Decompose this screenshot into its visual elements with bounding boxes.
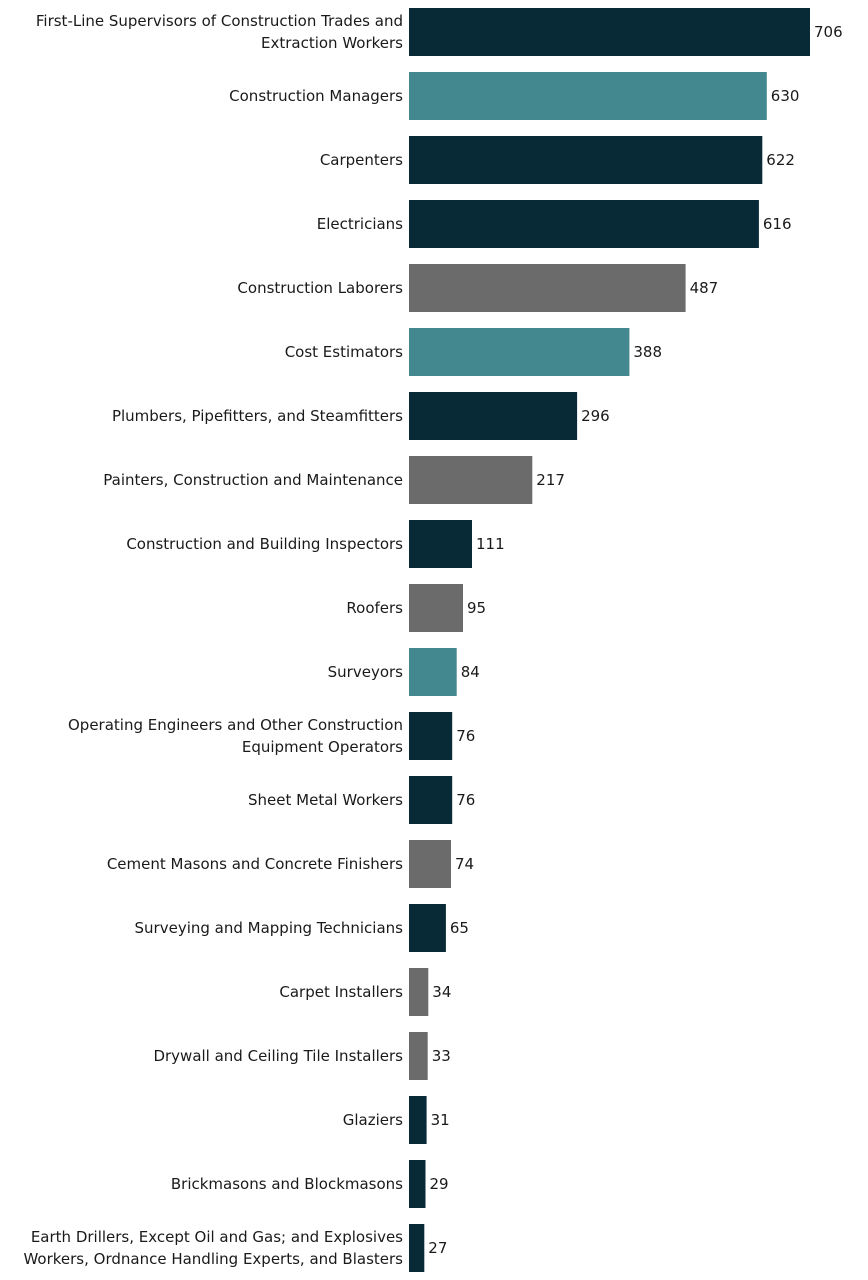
value-label: 29 xyxy=(430,1175,449,1193)
bar xyxy=(409,648,457,696)
bar xyxy=(409,904,446,952)
bar xyxy=(409,840,451,888)
category-label: Carpet Installers xyxy=(279,983,403,1001)
bar xyxy=(409,456,533,504)
category-label: Drywall and Ceiling Tile Installers xyxy=(153,1047,403,1065)
category-label: Glaziers xyxy=(343,1111,403,1129)
value-label: 217 xyxy=(536,471,565,489)
bar xyxy=(409,1160,426,1208)
value-label: 65 xyxy=(450,919,469,937)
value-label: 76 xyxy=(456,791,475,809)
bar xyxy=(409,264,686,312)
value-label: 34 xyxy=(432,983,451,1001)
bar xyxy=(409,8,810,56)
bar xyxy=(409,200,759,248)
value-label: 27 xyxy=(428,1239,447,1257)
category-labels: First-Line Supervisors of Construction T… xyxy=(23,12,403,1268)
value-label: 111 xyxy=(476,535,505,553)
category-label: Extraction Workers xyxy=(261,34,403,52)
bar xyxy=(409,776,453,824)
bar xyxy=(409,584,463,632)
bar xyxy=(409,328,630,376)
value-labels: 706 630 622 616 487 388 296 217 111 95 84 76 76 74 65 3… xyxy=(428,23,842,1257)
value-label: 33 xyxy=(432,1047,451,1065)
category-label: Carpenters xyxy=(320,151,403,169)
bar xyxy=(409,72,767,120)
value-label: 74 xyxy=(455,855,474,873)
value-label: 388 xyxy=(633,343,662,361)
category-label: Earth Drillers, Except Oil and Gas; and … xyxy=(31,1228,403,1246)
category-label: Construction Managers xyxy=(229,87,403,105)
category-label: Workers, Ordnance Handling Experts, and … xyxy=(23,1250,403,1268)
category-label: Plumbers, Pipefitters, and Steamfitters xyxy=(112,407,403,425)
value-label: 31 xyxy=(431,1111,450,1129)
category-label: Sheet Metal Workers xyxy=(248,791,403,809)
category-label: First-Line Supervisors of Construction T… xyxy=(36,12,403,30)
value-label: 706 xyxy=(814,23,843,41)
category-label: Brickmasons and Blockmasons xyxy=(171,1175,403,1193)
bar xyxy=(409,136,763,184)
category-label: Construction Laborers xyxy=(237,279,403,297)
bar xyxy=(409,392,578,440)
category-label: Electricians xyxy=(317,215,403,233)
value-label: 630 xyxy=(771,87,800,105)
category-label: Roofers xyxy=(346,599,403,617)
value-label: 95 xyxy=(467,599,486,617)
bar xyxy=(409,1096,427,1144)
category-label: Cost Estimators xyxy=(285,343,403,361)
category-label: Operating Engineers and Other Constructi… xyxy=(68,716,403,734)
category-label: Equipment Operators xyxy=(242,738,403,756)
value-label: 84 xyxy=(461,663,480,681)
bar xyxy=(409,520,472,568)
bar xyxy=(409,1224,425,1272)
value-label: 76 xyxy=(456,727,475,745)
category-label: Surveyors xyxy=(328,663,404,681)
bar xyxy=(409,712,453,760)
value-label: 487 xyxy=(690,279,719,297)
category-label: Cement Masons and Concrete Finishers xyxy=(107,855,403,873)
bars-layer xyxy=(409,8,810,1272)
bar xyxy=(409,968,429,1016)
category-label: Painters, Construction and Maintenance xyxy=(103,471,403,489)
value-label: 622 xyxy=(766,151,795,169)
category-label: Surveying and Mapping Technicians xyxy=(135,919,404,937)
bar xyxy=(409,1032,428,1080)
category-label: Construction and Building Inspectors xyxy=(126,535,403,553)
value-label: 296 xyxy=(581,407,610,425)
value-label: 616 xyxy=(763,215,792,233)
